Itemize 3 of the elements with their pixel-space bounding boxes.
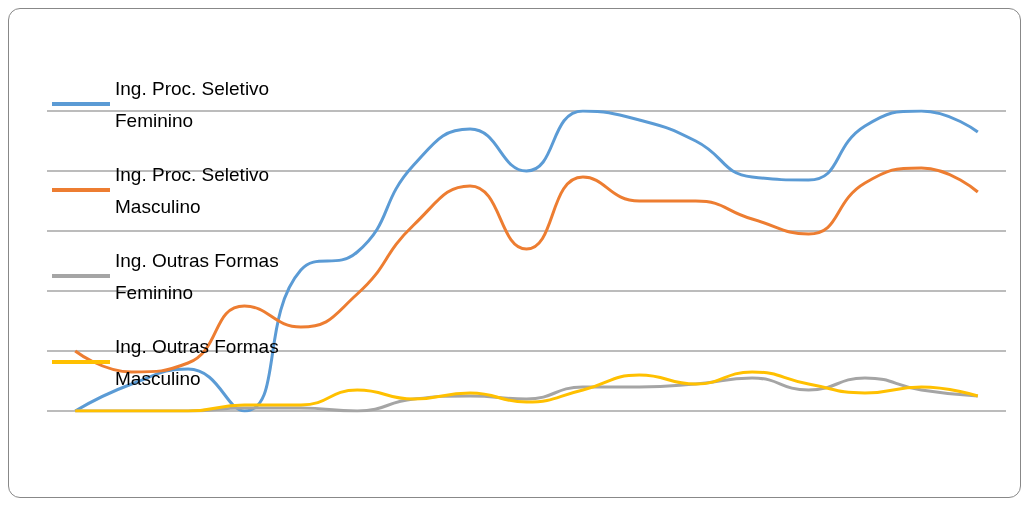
legend-label: Ing. Proc. Seletivo Masculino: [115, 163, 275, 217]
legend-label: Ing. Proc. Seletivo Feminino: [115, 77, 275, 131]
legend-label: Ing. Outras Formas Feminino: [115, 249, 284, 303]
